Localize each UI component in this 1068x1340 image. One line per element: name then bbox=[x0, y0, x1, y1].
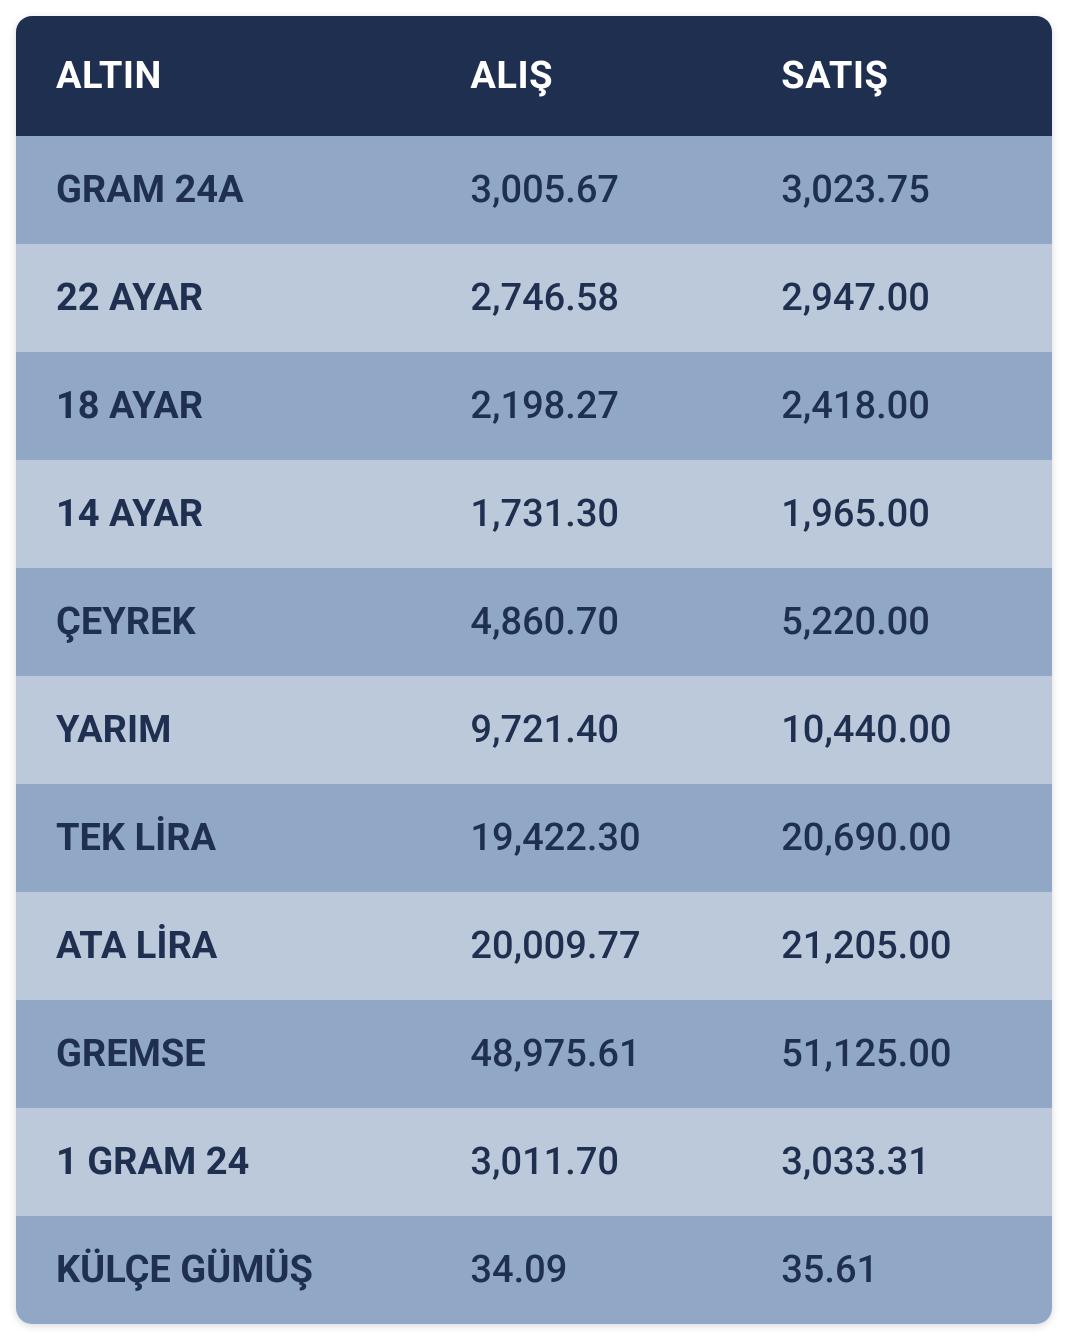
gold-buy-cell: 34.09 bbox=[430, 1216, 741, 1324]
gold-buy-cell: 48,975.61 bbox=[430, 1000, 741, 1108]
gold-buy-cell: 3,005.67 bbox=[430, 136, 741, 244]
gold-buy-cell: 20,009.77 bbox=[430, 892, 741, 1000]
gold-name-cell: 18 AYAR bbox=[16, 352, 430, 460]
gold-name-cell: GRAM 24A bbox=[16, 136, 430, 244]
gold-sell-cell: 2,418.00 bbox=[741, 352, 1052, 460]
gold-buy-cell: 2,198.27 bbox=[430, 352, 741, 460]
gold-name-cell: KÜLÇE GÜMÜŞ bbox=[16, 1216, 430, 1324]
header-name-column: ALTIN bbox=[16, 16, 430, 136]
gold-sell-cell: 35.61 bbox=[741, 1216, 1052, 1324]
gold-price-table: ALTIN ALIŞ SATIŞ GRAM 24A 3,005.67 3,023… bbox=[16, 16, 1052, 1324]
table-row: YARIM 9,721.40 10,440.00 bbox=[16, 676, 1052, 784]
gold-sell-cell: 3,023.75 bbox=[741, 136, 1052, 244]
table-row: 14 AYAR 1,731.30 1,965.00 bbox=[16, 460, 1052, 568]
table-header: ALTIN ALIŞ SATIŞ bbox=[16, 16, 1052, 136]
gold-name-cell: GREMSE bbox=[16, 1000, 430, 1108]
gold-sell-cell: 5,220.00 bbox=[741, 568, 1052, 676]
table-row: 22 AYAR 2,746.58 2,947.00 bbox=[16, 244, 1052, 352]
table-row: 18 AYAR 2,198.27 2,418.00 bbox=[16, 352, 1052, 460]
gold-price-table-container: ALTIN ALIŞ SATIŞ GRAM 24A 3,005.67 3,023… bbox=[16, 16, 1052, 1324]
header-buy-column: ALIŞ bbox=[430, 16, 741, 136]
gold-name-cell: 1 GRAM 24 bbox=[16, 1108, 430, 1216]
gold-buy-cell: 9,721.40 bbox=[430, 676, 741, 784]
gold-sell-cell: 10,440.00 bbox=[741, 676, 1052, 784]
gold-buy-cell: 1,731.30 bbox=[430, 460, 741, 568]
gold-buy-cell: 4,860.70 bbox=[430, 568, 741, 676]
gold-sell-cell: 21,205.00 bbox=[741, 892, 1052, 1000]
gold-buy-cell: 2,746.58 bbox=[430, 244, 741, 352]
table-body: GRAM 24A 3,005.67 3,023.75 22 AYAR 2,746… bbox=[16, 136, 1052, 1324]
gold-name-cell: TEK LİRA bbox=[16, 784, 430, 892]
header-sell-column: SATIŞ bbox=[741, 16, 1052, 136]
gold-name-cell: ATA LİRA bbox=[16, 892, 430, 1000]
gold-sell-cell: 51,125.00 bbox=[741, 1000, 1052, 1108]
gold-sell-cell: 2,947.00 bbox=[741, 244, 1052, 352]
header-row: ALTIN ALIŞ SATIŞ bbox=[16, 16, 1052, 136]
gold-sell-cell: 1,965.00 bbox=[741, 460, 1052, 568]
gold-buy-cell: 19,422.30 bbox=[430, 784, 741, 892]
gold-name-cell: YARIM bbox=[16, 676, 430, 784]
table-row: KÜLÇE GÜMÜŞ 34.09 35.61 bbox=[16, 1216, 1052, 1324]
table-row: ATA LİRA 20,009.77 21,205.00 bbox=[16, 892, 1052, 1000]
gold-name-cell: 14 AYAR bbox=[16, 460, 430, 568]
gold-name-cell: ÇEYREK bbox=[16, 568, 430, 676]
table-row: TEK LİRA 19,422.30 20,690.00 bbox=[16, 784, 1052, 892]
gold-sell-cell: 20,690.00 bbox=[741, 784, 1052, 892]
table-row: GRAM 24A 3,005.67 3,023.75 bbox=[16, 136, 1052, 244]
table-row: ÇEYREK 4,860.70 5,220.00 bbox=[16, 568, 1052, 676]
table-row: GREMSE 48,975.61 51,125.00 bbox=[16, 1000, 1052, 1108]
gold-buy-cell: 3,011.70 bbox=[430, 1108, 741, 1216]
table-row: 1 GRAM 24 3,011.70 3,033.31 bbox=[16, 1108, 1052, 1216]
gold-name-cell: 22 AYAR bbox=[16, 244, 430, 352]
gold-sell-cell: 3,033.31 bbox=[741, 1108, 1052, 1216]
